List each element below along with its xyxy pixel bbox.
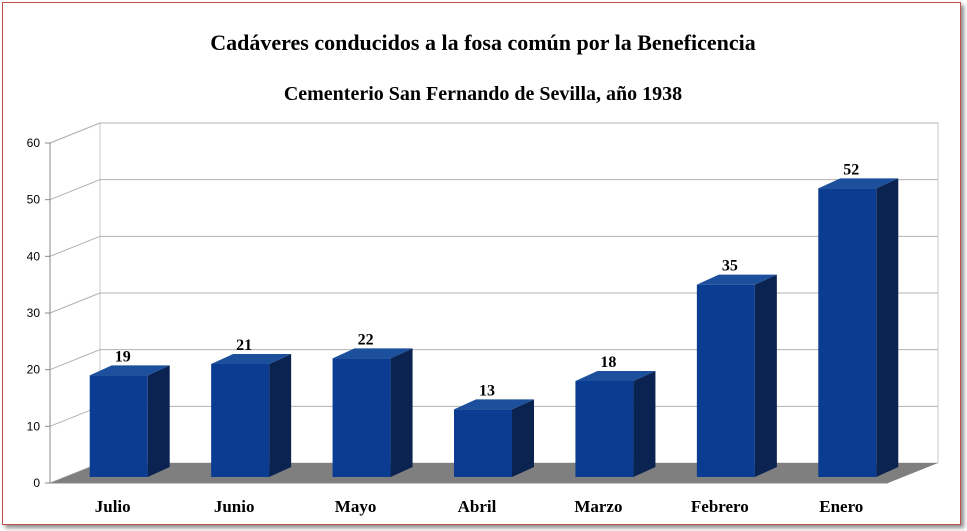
x-tick-label: Julio [95, 497, 131, 516]
gridline [49, 235, 938, 257]
bar-top [696, 274, 777, 285]
bar-side [512, 399, 534, 477]
bar [575, 381, 634, 477]
y-tick-label: 10 [27, 419, 41, 433]
chart-subtitle: Cementerio San Fernando de Sevilla, año … [284, 83, 682, 105]
gridline [49, 122, 938, 144]
bar [818, 188, 877, 478]
bar-side [390, 348, 413, 477]
y-tick-label: 0 [33, 476, 40, 490]
bar-top [575, 371, 656, 381]
bar-side [633, 371, 656, 477]
y-tick-label: 60 [27, 136, 41, 150]
bar [89, 375, 148, 477]
x-tick-label: Febrero [691, 497, 749, 516]
gridline [49, 349, 938, 371]
bar-junio [211, 354, 292, 477]
bar-top [89, 365, 170, 376]
x-tick-label: Abril [458, 497, 497, 516]
x-tick-label: Junio [214, 497, 255, 516]
y-tick-label: 30 [27, 306, 41, 320]
bar-top [454, 399, 534, 410]
x-tick-label: Enero [819, 497, 863, 516]
chart-title: Cadáveres conducidos a la fosa común por… [210, 30, 756, 55]
bar-top [818, 178, 899, 189]
data-label: 52 [843, 161, 859, 178]
bar-abril [454, 399, 534, 477]
bar-side [147, 365, 170, 477]
y-tick-label: 50 [27, 193, 41, 207]
bar-julio [89, 365, 170, 477]
data-label: 22 [358, 331, 374, 348]
data-label: 35 [722, 258, 738, 275]
x-tick-label: Marzo [574, 497, 622, 516]
bar-side [269, 354, 292, 477]
bar-febrero [696, 274, 777, 477]
bar-enero [818, 178, 899, 478]
bar-mayo [332, 348, 413, 477]
plot-area: 0 10 20 30 40 50 60 19 Julio 21 Junio 22 Mayo 13 Abril… [27, 122, 939, 516]
bar-side [754, 274, 777, 477]
x-tick-label: Mayo [335, 497, 377, 516]
data-label: 21 [236, 337, 252, 354]
data-label: 18 [600, 354, 616, 371]
bar-top [332, 348, 413, 359]
data-label: 13 [479, 382, 495, 399]
y-tick-label: 20 [27, 363, 41, 377]
gridline [49, 179, 938, 201]
bar-side [876, 178, 899, 478]
data-label: 19 [115, 348, 131, 365]
gridline [49, 292, 938, 314]
bar [211, 364, 270, 477]
bar [454, 409, 512, 477]
y-tick-label: 40 [27, 249, 41, 263]
bar-marzo [575, 371, 656, 477]
bar-top [211, 354, 292, 364]
bar [696, 284, 755, 477]
bar [332, 358, 391, 477]
